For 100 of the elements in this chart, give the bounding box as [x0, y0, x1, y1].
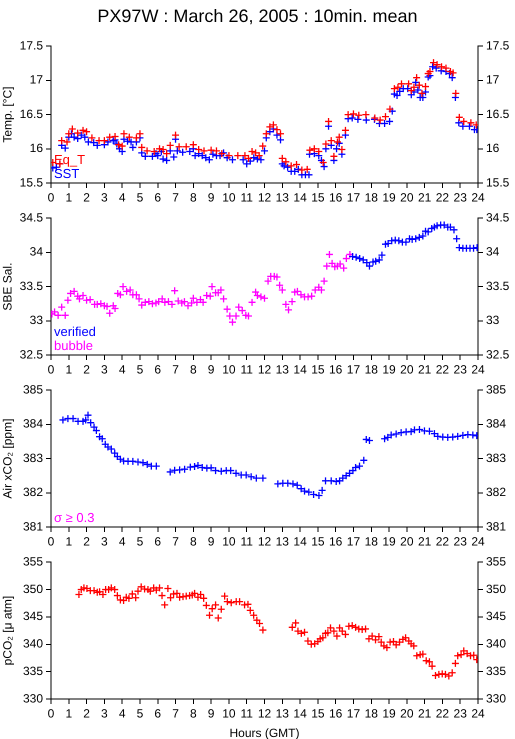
x-tick-label: 5: [136, 706, 144, 721]
x-tick-label: 24: [471, 362, 485, 377]
x-tick-label: 2: [83, 534, 90, 549]
chart-title: PX97W : March 26, 2005 : 10min. mean: [96, 6, 419, 27]
x-tick-label: 22: [436, 190, 450, 205]
x-tick-label: 22: [436, 706, 450, 721]
y-tick-label: 32.5: [20, 347, 44, 362]
x-tick-label: 0: [48, 534, 55, 549]
x-tick-label: 19: [382, 362, 396, 377]
x-tick-label: 9: [208, 706, 215, 721]
x-tick-label: 2: [83, 190, 90, 205]
y2-tick-label: 355: [486, 554, 506, 569]
x-tick-label: 15: [311, 362, 325, 377]
y2-tick-label: 350: [486, 582, 506, 596]
x-tick-label: 16: [328, 362, 343, 377]
x-tick-label: 4: [118, 362, 126, 377]
x-tick-label: 9: [208, 362, 215, 377]
point: [424, 228, 432, 236]
x-tick-label: 21: [418, 190, 432, 205]
x-tick-label: 12: [258, 534, 272, 549]
x-tick-label: 8: [190, 362, 197, 377]
y-axis-title: Air xCO₂ [ppm]: [0, 418, 15, 499]
x-tick-label: 15: [311, 190, 325, 205]
x-tick-label: 12: [258, 190, 272, 205]
x-tick-label: 15: [311, 534, 325, 549]
x-tick-label: 20: [400, 362, 414, 377]
y-tick-label: 345: [22, 609, 44, 624]
y-tick-label: 335: [22, 664, 44, 678]
x-tick-label: 10: [222, 706, 236, 721]
y-tick-label: 17.5: [20, 38, 44, 53]
x-tick-label: 3: [101, 534, 108, 549]
x-tick-label: 4: [118, 534, 126, 549]
x-tick-label: 21: [418, 706, 432, 721]
x-tick-label: 18: [364, 190, 378, 205]
y2-tick-label: 34: [486, 244, 500, 259]
x-tick-label: 11: [240, 534, 254, 549]
x-tick-label: 12: [258, 362, 272, 377]
x-tick-label: 20: [400, 190, 414, 205]
x-tick-label: 16: [328, 706, 343, 721]
x-tick-label: 8: [190, 190, 197, 205]
point: [368, 258, 378, 266]
x-tick-label: 0: [48, 706, 55, 721]
point: [372, 257, 380, 266]
y2-tick-label: 382: [486, 485, 506, 500]
y-tick-label: 33: [30, 313, 44, 328]
y-tick-label: 381: [22, 519, 44, 534]
y2-tick-label: 17.5: [486, 38, 510, 53]
x-tick-label: 16: [328, 190, 343, 205]
x-tick-label: 6: [154, 534, 162, 549]
y-tick-label: 384: [22, 416, 44, 431]
x-tick-label: 9: [208, 534, 215, 549]
x-tick-label: 11: [240, 190, 254, 205]
x-tick-label: 18: [364, 362, 378, 377]
y2-tick-label: 32.5: [486, 347, 510, 362]
x-tick-label: 2: [83, 706, 90, 721]
x-tick-label: 1: [65, 190, 72, 205]
x-tick-label: 19: [382, 706, 396, 721]
x-tick-label: 1: [65, 362, 72, 377]
x-tick-label: 23: [454, 190, 468, 205]
y-tick-label: 340: [22, 636, 44, 651]
y2-tick-label: 340: [486, 636, 506, 651]
x-tick-label: 21: [418, 362, 432, 377]
point: [381, 240, 390, 248]
point: [415, 233, 424, 242]
y-axis-title: Temp. [°C]: [0, 86, 15, 143]
x-tick-label: 6: [154, 706, 162, 721]
point: [378, 250, 386, 260]
x-tick-label: 14: [293, 706, 308, 721]
y2-tick-label: 33: [486, 313, 500, 328]
point: [356, 254, 364, 263]
x-tick-label: 21: [418, 534, 432, 549]
x-tick-label: 6: [154, 190, 162, 205]
x-tick-label: 3: [101, 706, 108, 721]
x-tick-label: 17: [346, 362, 360, 377]
y2-tick-label: 335: [486, 664, 506, 678]
x-tick-label: 24: [471, 706, 485, 721]
point: [365, 262, 374, 270]
point: [405, 234, 414, 243]
x-tick-label: 7: [172, 534, 180, 549]
y2-tick-label: 16.5: [486, 106, 510, 121]
y-tick-label: 355: [22, 554, 44, 569]
x-tick-label: 10: [222, 362, 236, 377]
y-tick-label: 385: [22, 382, 44, 397]
x-tick-label: 24: [471, 190, 485, 205]
x-tick-label: 5: [136, 190, 144, 205]
x-tick-label: 4: [118, 706, 126, 721]
x-tick-label: 3: [101, 190, 108, 205]
x-tick-label: 23: [454, 706, 468, 721]
x-tick-label: 19: [382, 190, 396, 205]
point: [391, 236, 400, 244]
text: verified: [54, 324, 96, 339]
x-tick-label: 14: [293, 362, 308, 377]
y-tick-label: 16: [30, 141, 44, 156]
x-tick-label: 11: [240, 362, 254, 377]
x-tick-label: 16: [328, 534, 343, 549]
y-tick-label: 15.5: [20, 175, 44, 190]
y-tick-label: 34.5: [20, 210, 44, 225]
point: [418, 232, 427, 240]
x-tick-label: 1: [65, 706, 72, 721]
y-axis-title: pCO₂ [μ atm]: [0, 596, 15, 666]
